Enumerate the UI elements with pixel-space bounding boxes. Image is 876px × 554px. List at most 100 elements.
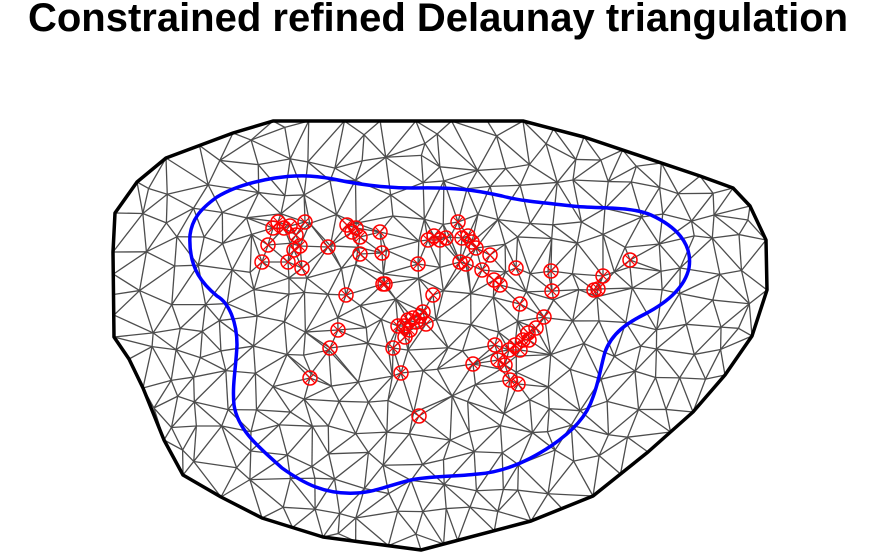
mesh-edge [355,194,392,224]
data-point [468,240,484,256]
mesh-edge [175,349,195,378]
mesh-edge [163,439,183,451]
data-point [543,263,559,279]
mesh-edge [379,231,383,254]
mesh-edge [387,372,402,401]
mesh-edge [307,120,310,162]
mesh-edge [249,454,288,481]
mesh-edge [598,320,626,324]
mesh-edge [625,322,642,347]
mesh-edge [528,339,552,356]
mesh-edge [288,291,305,295]
mesh-edge [658,187,664,215]
mesh-edge [691,214,715,222]
mesh-edge [392,215,425,220]
mesh-edge [222,211,247,219]
plot-title: Constrained refined Delaunay triangulati… [27,0,849,40]
mesh-edge [177,376,195,397]
mesh-edge [502,464,519,490]
mesh-edge [113,289,140,296]
mesh-edge [548,408,572,426]
mesh-edge [272,386,291,413]
mesh-edge [340,268,347,296]
mesh-edge [360,298,396,307]
mesh-edge [334,167,356,181]
mesh-edge [471,214,479,243]
mesh-edge [139,289,173,306]
mesh-edge [640,216,660,245]
mesh-edge [469,490,478,508]
mesh-edge [408,412,415,434]
mesh-edge [174,236,178,267]
mesh-edge [337,294,347,318]
mesh-edge [656,323,687,331]
mesh-edge [720,326,739,329]
mesh-edge [358,246,383,254]
mesh-edge [435,319,449,349]
mesh-edge [496,120,524,137]
mesh-edge [407,323,427,351]
mesh-edge [549,408,581,412]
mesh-edge [335,180,357,215]
mesh-edge [470,279,495,295]
mesh-edge [418,395,453,417]
mesh-edge [251,233,269,246]
data-point [595,268,611,284]
mesh-edge [246,217,274,229]
mesh-edge [526,291,554,301]
mesh-edge [685,324,695,355]
mesh-edge [256,293,290,317]
mesh-edge [596,296,627,323]
mesh-edge [522,120,531,165]
mesh-edge [679,377,694,413]
mesh-edge [163,427,173,441]
mesh-edge [151,345,177,351]
mesh-edge [218,320,222,351]
mesh-edge [386,412,414,433]
mesh-edge [436,120,453,135]
mesh-edge [245,192,260,219]
mesh-edge [417,239,429,265]
mesh-edge [472,351,498,365]
data-point [508,260,524,276]
mesh-edge [175,328,181,350]
mesh-edge [381,252,385,275]
mesh-edge [501,432,533,454]
mesh-edge [382,433,410,466]
data-point [450,214,466,230]
mesh-edge [278,424,288,456]
mesh-edge [737,303,750,329]
mesh-edge [529,399,534,433]
mesh-edge [525,291,545,318]
mesh-edge [249,477,291,481]
mesh-edge [258,191,285,197]
mesh-edge [138,251,148,291]
mesh-edge [367,342,389,348]
data-point [320,239,336,255]
mesh-edge [382,432,388,466]
mesh-edge [136,181,144,214]
mesh-edge [497,489,504,512]
mesh-edge [253,345,288,356]
mesh-edge [392,215,420,242]
mesh-edge [253,277,290,291]
data-point [393,365,409,381]
mesh-edge [367,431,388,453]
mesh-edge [170,349,177,381]
mesh-edge [385,154,422,158]
mesh-edge [283,294,290,322]
mesh-edge [748,303,753,337]
mesh-edge [572,296,598,322]
mesh-edge [193,369,226,378]
mesh-edge [225,345,254,372]
mesh-edge [355,517,389,547]
mesh-edge [311,453,330,468]
mesh-edge [306,246,329,279]
mesh-edge [359,305,367,328]
mesh-edge [546,408,550,432]
data-point [385,340,401,356]
mesh-edge [738,233,767,241]
mesh-edge [180,327,203,333]
mesh-edge [304,291,328,295]
